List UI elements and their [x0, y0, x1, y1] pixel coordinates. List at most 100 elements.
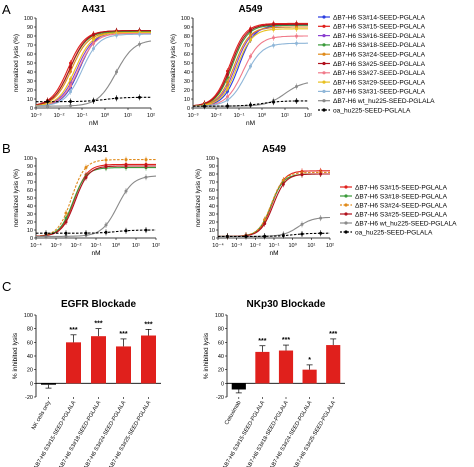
y-tick-label: 80 [184, 34, 190, 40]
data-point [295, 99, 298, 103]
x-tick-label: 10⁻² [211, 113, 222, 119]
y-tick-label: 60 [27, 188, 33, 194]
legend-marker [344, 212, 348, 216]
series-b7-h6-s3-18-seed-pglala [36, 164, 156, 239]
chart-title: A431 [84, 144, 108, 155]
y-tick-label: 70 [27, 43, 33, 49]
y-tick-label: 80 [218, 327, 224, 333]
y-tick-label: 100 [215, 313, 224, 319]
y-tick-label: 100 [24, 156, 33, 162]
x-tick-label: 10¹ [124, 113, 132, 119]
y-tick-label: 60 [184, 52, 190, 58]
bar-chart-nkp30-blockade: NKp30 Blockade -20 0 20 40 60 80 100 % inhibited… [203, 299, 345, 467]
x-tick-label: ΔB7-H6 S3#24-SEED-PGLALA [269, 400, 313, 467]
legend-label: ΔB7-H6 S3#24-SEED-PGLALA [355, 202, 448, 209]
y-axis-label: normalized lysis (%) [195, 169, 202, 227]
y-tick-label: 30 [27, 79, 33, 85]
x-tick-label: ΔB7-H6 S3#15-SEED-PGLALA [222, 400, 266, 467]
bar-b7-h6-s3-18-seed-pglala [91, 336, 106, 384]
y-tick-label: 10 [27, 228, 33, 234]
data-point [144, 228, 148, 232]
fit-curve [218, 171, 330, 237]
data-point [69, 84, 72, 88]
y-tick-label: 10 [209, 228, 215, 234]
legend-label: ΔB7-H6 S3#25-SEED-PGLALA [333, 61, 426, 68]
legend-marker [322, 108, 326, 112]
x-axis-label: nM [269, 250, 278, 257]
data-point [300, 232, 304, 236]
significance-marker: *** [282, 337, 290, 344]
legend-label: ΔB7-H6 S3#25-SEED-PGLALA [355, 211, 448, 218]
fit-curve [193, 35, 308, 107]
fit-curve [35, 159, 156, 237]
data-point [249, 64, 252, 68]
y-tick-label: 80 [209, 172, 215, 178]
y-tick-label: 20 [27, 220, 33, 226]
y-axis-label: % inhibited lysis [203, 332, 210, 379]
legend-marker [322, 71, 326, 75]
data-point [69, 65, 72, 69]
x-tick-label: Cetuximab [224, 400, 243, 426]
x-tick-label: 10⁻² [71, 243, 82, 249]
chart-title: A549 [239, 4, 263, 15]
data-point [144, 158, 148, 162]
legend-label: ΔB7-H6 S3#15-SEED-PGLALA [333, 24, 426, 31]
series-b7-h6-s3-15-seed-pglala [35, 161, 156, 239]
fit-curve [218, 216, 330, 237]
data-point [84, 231, 88, 235]
data-point [69, 77, 72, 81]
series-b7-h6-s3-31-seed-pglala [193, 40, 308, 109]
significance-marker: *** [144, 321, 152, 328]
data-point [249, 54, 252, 58]
legend-marker [322, 99, 326, 103]
y-tick-label: 50 [209, 196, 215, 202]
data-point [92, 33, 95, 37]
y-tick-label: 0 [30, 106, 33, 112]
legend-marker [322, 80, 326, 84]
y-tick-label: 90 [27, 164, 33, 170]
chart-title: A549 [262, 144, 286, 155]
significance-marker: *** [94, 321, 102, 328]
data-point [225, 234, 229, 238]
legend: ΔB7-H6 S3#14-SEED-PGLALA ΔB7-H6 S3#15-SEE… [318, 14, 435, 114]
y-tick-label: 0 [212, 236, 215, 242]
series-b7-h6-s3-25-seed-pglala [218, 171, 330, 240]
data-point [44, 234, 48, 238]
data-point [104, 230, 108, 234]
legend-label: ΔB7-H6 wt_hu225-SEED-PGLALA [333, 98, 435, 105]
y-tick-label: 100 [24, 313, 33, 319]
x-tick-label: 10⁻³ [51, 243, 62, 249]
data-point [295, 22, 298, 26]
x-tick-label: 10⁰ [258, 112, 267, 119]
bar-b7-h6-s3-24-seed-pglala [116, 346, 131, 384]
y-tick-label: 40 [209, 204, 215, 210]
legend-label: ΔB7-H6 S3#18-SEED-PGLALA [355, 193, 448, 200]
data-point [300, 222, 304, 226]
series-b7-h6-s3-25-seed-pglala [35, 163, 156, 239]
legend-label: ΔB7-H6 S3#27-SEED-PGLALA [333, 70, 426, 77]
data-point [64, 231, 68, 235]
data-point [203, 104, 206, 108]
series-oa-hu225-seed-pglala [36, 94, 152, 105]
line-chart-a549-panel-b: A549 0 10 20 30 40 50 60 70 80 90 100 10⁻⁴ 10⁻³ 10⁻² 10… [195, 144, 457, 257]
x-tick-label: 10⁰ [101, 112, 110, 119]
x-tick-label: 10⁻¹ [77, 113, 88, 119]
data-point [295, 34, 298, 38]
data-point [226, 80, 229, 84]
x-tick-label: NK cells only [31, 400, 52, 431]
data-point [226, 72, 229, 76]
data-point [115, 96, 118, 100]
y-axis-label: % inhibited lysis [12, 332, 19, 379]
data-point [69, 90, 72, 94]
y-tick-label: 50 [27, 61, 33, 67]
y-tick-label: 60 [27, 340, 33, 346]
data-point [295, 41, 298, 45]
y-tick-label: 80 [27, 172, 33, 178]
x-tick-label: 10⁻³ [231, 243, 242, 249]
data-point [249, 28, 252, 32]
y-tick-label: 30 [27, 212, 33, 218]
legend-marker [322, 89, 326, 93]
data-point [226, 104, 229, 108]
y-tick-label: 90 [184, 25, 190, 31]
y-tick-label: 20 [218, 368, 224, 374]
